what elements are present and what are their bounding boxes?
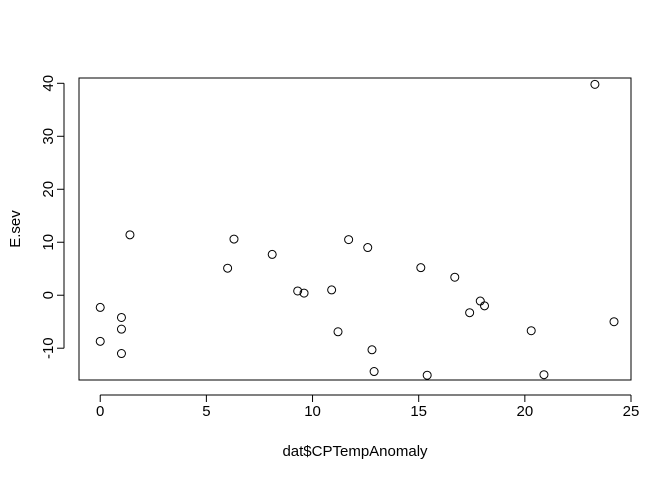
data-point: [539, 370, 549, 380]
data-point: [363, 243, 373, 253]
data-point: [95, 336, 105, 346]
y-tick-label: 0: [40, 291, 57, 299]
y-tick-label: 40: [40, 75, 57, 92]
data-point: [229, 234, 239, 244]
x-tick-label: 10: [304, 403, 321, 420]
data-point: [327, 285, 337, 295]
data-points: [95, 79, 619, 380]
data-point: [367, 345, 377, 355]
data-point: [465, 308, 475, 318]
data-point: [369, 367, 379, 377]
data-point: [609, 317, 619, 327]
data-point: [95, 302, 105, 312]
y-tick-label: 10: [40, 234, 57, 251]
y-axis: -10 0 10 20 30 40: [40, 75, 65, 359]
data-point: [480, 301, 490, 311]
data-point: [590, 79, 600, 89]
x-tick-label: 5: [202, 403, 210, 420]
x-tick-label: 20: [517, 403, 534, 420]
data-point: [299, 288, 309, 298]
data-point: [422, 370, 432, 380]
y-tick-label: 20: [40, 181, 57, 198]
x-axis: 0 5 10 15 20 25: [96, 394, 640, 420]
data-point: [267, 249, 277, 259]
y-tick-label: -10: [40, 337, 57, 359]
plot-frame: [78, 77, 632, 381]
data-point: [333, 327, 343, 337]
y-axis-label: E.sev: [7, 210, 24, 248]
data-point: [223, 263, 233, 273]
data-point: [344, 235, 354, 245]
data-point: [125, 230, 135, 240]
data-point: [293, 286, 303, 296]
x-tick-label: 0: [96, 403, 104, 420]
data-point: [116, 349, 126, 359]
data-point: [526, 326, 536, 336]
data-point: [116, 324, 126, 334]
y-tick-label: 30: [40, 128, 57, 145]
data-point: [450, 272, 460, 282]
x-tick-label: 25: [623, 403, 640, 420]
x-axis-label: dat$CPTempAnomaly: [282, 443, 428, 460]
x-tick-label: 15: [410, 403, 427, 420]
data-point: [116, 312, 126, 322]
data-point: [416, 263, 426, 273]
